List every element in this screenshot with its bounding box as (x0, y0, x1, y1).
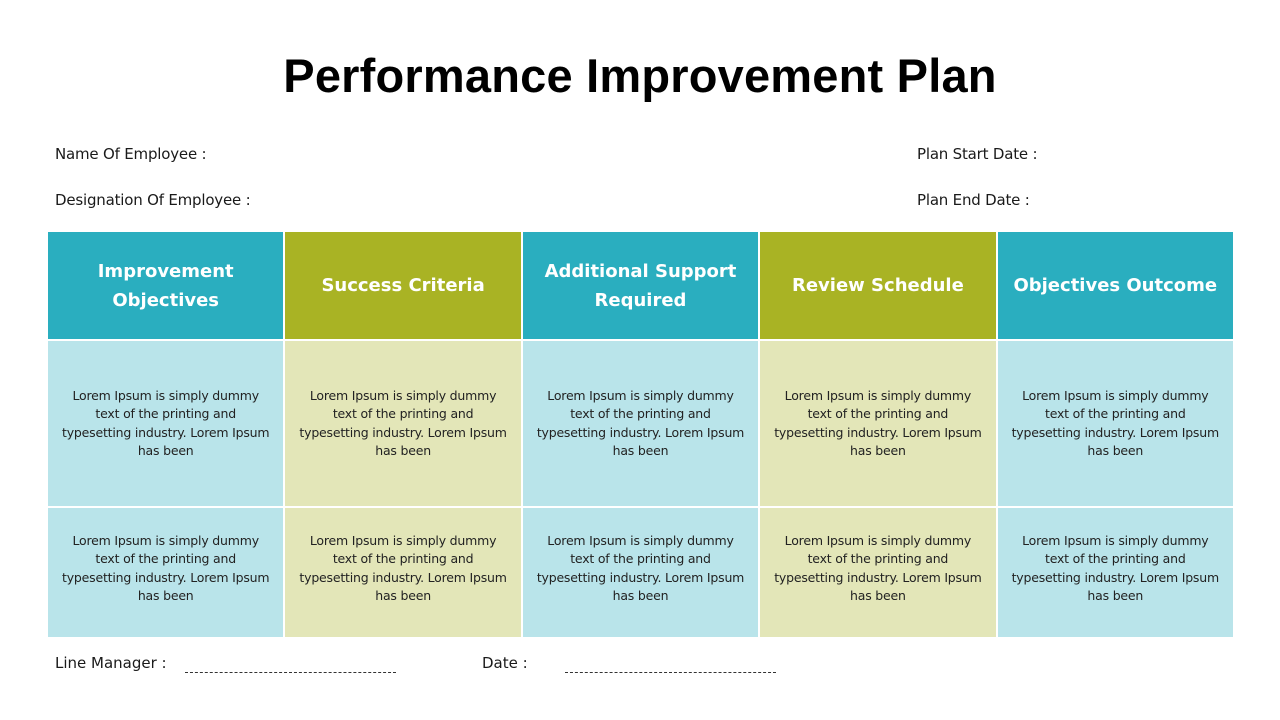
line-manager-label: Line Manager : (55, 654, 167, 672)
plan-start-date-label: Plan Start Date : (917, 145, 1038, 163)
header-objectives-outcome: Objectives Outcome (997, 232, 1233, 339)
table-cell: Lorem Ipsum is simply dummy text of the … (760, 341, 996, 506)
employee-designation-label: Designation Of Employee : (55, 191, 251, 209)
header-review-schedule: Review Schedule (760, 232, 996, 339)
table-cell: Lorem Ipsum is simply dummy text of the … (760, 508, 996, 637)
plan-table: Improvement Objectives Success Criteria … (48, 232, 1233, 637)
employee-name-label: Name Of Employee : (55, 145, 207, 163)
table-cell: Lorem Ipsum is simply dummy text of the … (285, 508, 521, 637)
line-manager-signature-line[interactable] (185, 672, 396, 673)
plan-end-date-label: Plan End Date : (917, 191, 1030, 209)
header-improvement-objectives: Improvement Objectives (48, 232, 284, 339)
header-success-criteria: Success Criteria (285, 232, 521, 339)
table-cell: Lorem Ipsum is simply dummy text of the … (997, 508, 1233, 637)
table-cell: Lorem Ipsum is simply dummy text of the … (285, 341, 521, 506)
page-title: Performance Improvement Plan (283, 49, 997, 102)
header-additional-support: Additional Support Required (522, 232, 759, 339)
date-label: Date : (482, 654, 528, 672)
table-cell: Lorem Ipsum is simply dummy text of the … (48, 508, 284, 637)
date-signature-line[interactable] (565, 672, 776, 673)
table-cell: Lorem Ipsum is simply dummy text of the … (522, 341, 759, 506)
table-cell: Lorem Ipsum is simply dummy text of the … (522, 508, 759, 637)
table-cell: Lorem Ipsum is simply dummy text of the … (997, 341, 1233, 506)
table-cell: Lorem Ipsum is simply dummy text of the … (48, 341, 284, 506)
